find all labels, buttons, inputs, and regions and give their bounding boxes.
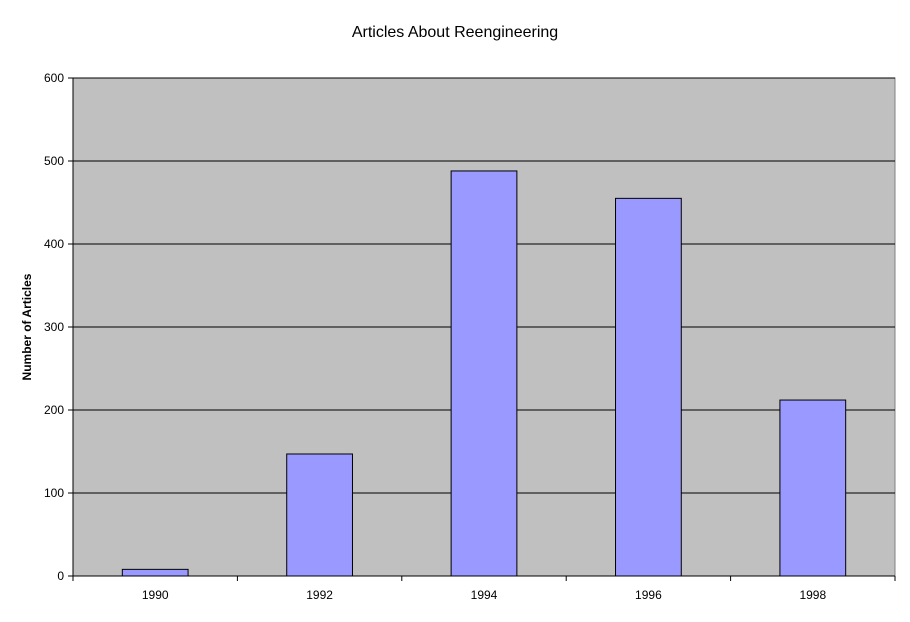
bar-1992 (286, 453, 353, 577)
bar-1994 (450, 170, 518, 577)
y-axis-label: Number of Articles (20, 273, 34, 380)
x-tick-label: 1994 (471, 588, 498, 602)
y-tick-label: 0 (57, 569, 64, 583)
y-tick-labels: 0 100 200 300 400 500 600 (44, 71, 64, 583)
x-tick-label: 1998 (799, 588, 826, 602)
axes (68, 77, 896, 581)
bar-1996 (615, 197, 682, 577)
gridlines (73, 77, 895, 494)
x-tick-label: 1992 (306, 588, 333, 602)
bar-1990 (121, 568, 189, 577)
y-tick-label: 400 (44, 237, 64, 251)
y-tick-label: 600 (44, 71, 64, 85)
x-tick-label: 1990 (142, 588, 169, 602)
y-tick-label: 200 (44, 403, 64, 417)
y-tick-label: 300 (44, 320, 64, 334)
x-tick-label: 1996 (635, 588, 662, 602)
x-tick-labels: 1990 1992 1994 1996 1998 (142, 588, 827, 602)
chart-title: Articles About Reengineering (352, 24, 558, 41)
bars (121, 170, 847, 577)
bar-1998 (779, 399, 847, 577)
y-tick-label: 100 (44, 486, 64, 500)
y-tick-label: 500 (44, 154, 64, 168)
